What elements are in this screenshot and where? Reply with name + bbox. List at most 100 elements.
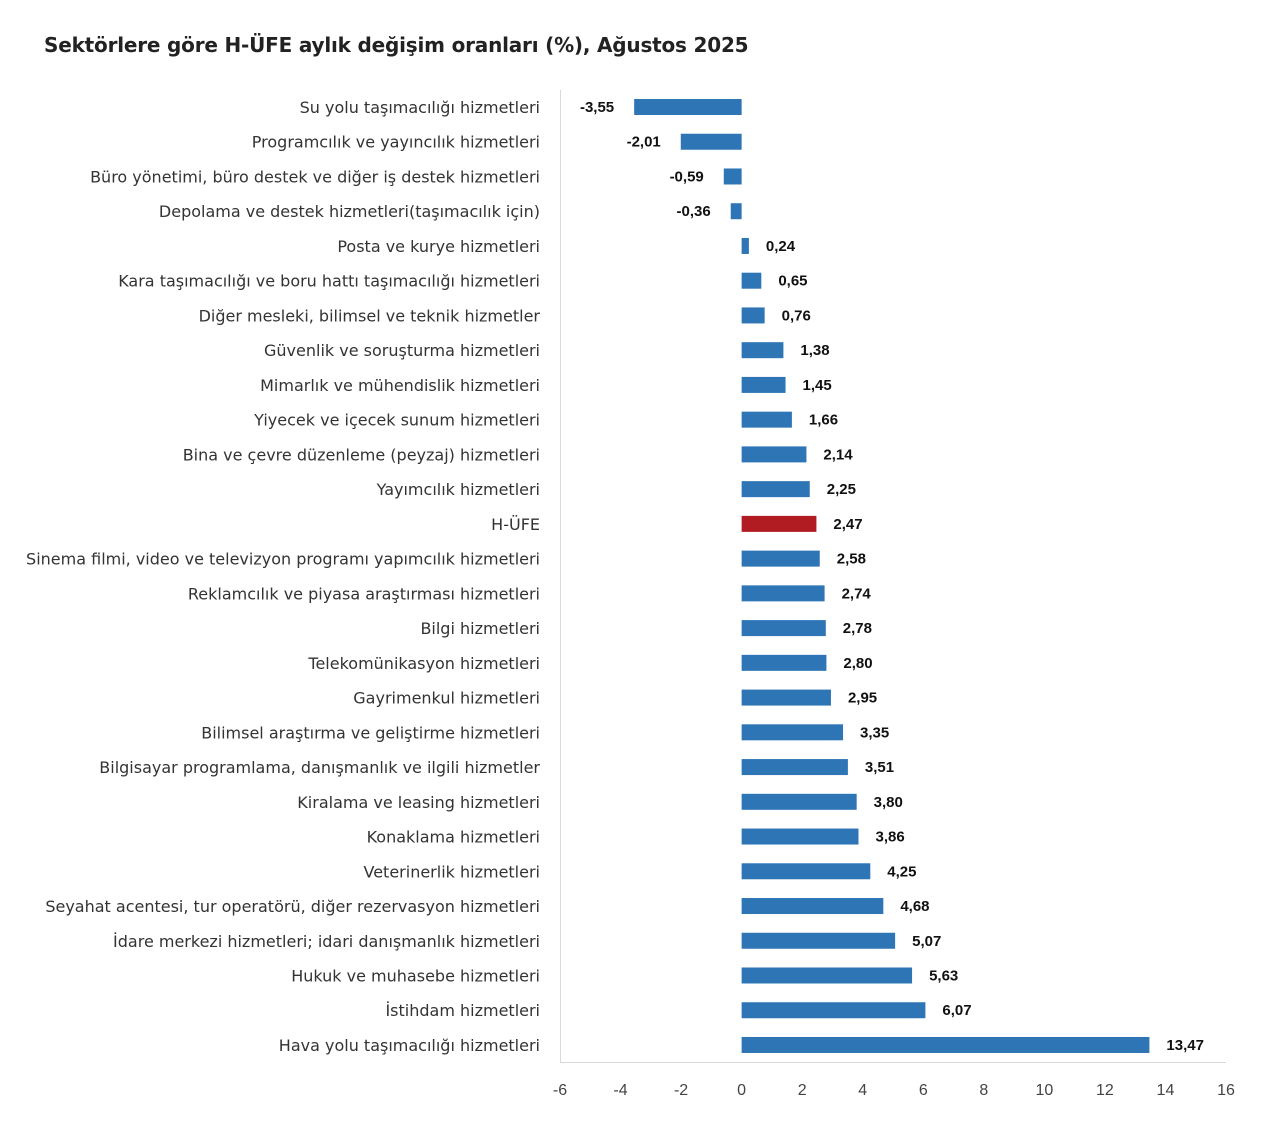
data-label: 6,07 [942,1002,971,1019]
bar [741,446,807,463]
category-label: Diğer mesleki, bilimsel ve teknik hizmet… [199,306,541,325]
data-label: 2,25 [827,481,856,498]
category-label: Yayımcılık hizmetleri [376,480,540,499]
data-label: 2,14 [823,446,853,463]
data-label: 3,86 [875,829,904,846]
category-label: İstihdam hizmetleri [385,1001,540,1020]
bar-highlight [741,515,817,532]
data-label: 2,95 [848,690,877,707]
bars [634,99,1150,1053]
bar [741,1002,926,1019]
data-label: -0,59 [670,168,704,185]
data-label: 0,76 [782,307,811,324]
category-label: Programcılık ve yayıncılık hizmetleri [252,133,540,152]
x-tick-label: 14 [1157,1082,1175,1099]
data-label: 3,35 [860,724,889,741]
bar [741,585,825,602]
category-label: Reklamcılık ve piyasa araştırması hizmet… [188,584,540,603]
bar [741,1036,1150,1053]
bar [741,724,844,741]
category-label: Mimarlık ve mühendislik hizmetleri [260,376,540,395]
bar [730,203,742,220]
data-label: 0,65 [778,273,807,290]
bar [741,654,827,671]
chart-title: Sektörlere göre H-ÜFE aylık değişim oran… [44,33,749,57]
x-tick-label: -2 [674,1082,688,1099]
bar [741,620,826,637]
x-tick-label: 4 [858,1082,867,1099]
data-label: 2,80 [843,655,872,672]
data-label: 13,47 [1166,1037,1204,1054]
bar [741,237,749,254]
category-label: Hava yolu taşımacılığı hizmetleri [279,1036,540,1055]
category-label: Büro yönetimi, büro destek ve diğer iş d… [90,167,540,186]
data-label: 3,51 [865,759,894,776]
bar [741,898,884,915]
data-label: 0,24 [766,238,796,255]
bar [741,272,762,289]
data-label: 1,38 [800,342,829,359]
bar [741,342,784,359]
category-label: H-ÜFE [491,515,540,534]
category-label: Güvenlik ve soruşturma hizmetleri [264,341,540,360]
data-label: -2,01 [627,134,661,151]
bar [741,759,848,776]
category-label: Su yolu taşımacılığı hizmetleri [300,98,540,117]
x-tick-label: -4 [613,1082,627,1099]
category-label: Depolama ve destek hizmetleri(taşımacılı… [159,202,540,221]
x-tick-label: 6 [919,1082,928,1099]
bar [741,481,810,498]
bar [680,133,742,150]
category-label: İdare merkezi hizmetleri; idari danışman… [113,932,540,951]
category-label: Kiralama ve leasing hizmetleri [297,793,540,812]
category-label: Seyahat acentesi, tur operatörü, diğer r… [45,897,540,916]
data-label: 2,78 [843,620,872,637]
data-label: 5,07 [912,933,941,950]
category-label: Bilgi hizmetleri [420,619,540,638]
data-label: 5,63 [929,968,958,985]
data-label: 3,80 [874,794,903,811]
category-label: Hukuk ve muhasebe hizmetleri [291,967,540,986]
bar [741,793,857,810]
category-label: Veterinerlik hizmetleri [364,862,541,881]
data-label: -0,36 [677,203,711,220]
data-label: 1,66 [809,412,838,429]
category-label: Bilimsel araştırma ve geliştirme hizmetl… [201,723,540,742]
data-label: 2,74 [842,585,872,602]
category-label: Posta ve kurye hizmetleri [337,237,540,256]
bar [741,932,896,949]
bar [741,689,831,706]
data-label: 2,58 [837,551,866,568]
category-label: Kara taşımacılığı ve boru hattı taşımacı… [118,272,540,291]
category-label: Yiyecek ve içecek sunum hizmetleri [253,411,540,430]
category-label: Telekomünikasyon hizmetleri [307,654,540,673]
bar [634,99,742,115]
category-label: Sinema filmi, video ve televizyon progra… [26,550,540,569]
bar [741,307,765,324]
bar [741,967,913,984]
value-labels: -3,55 -2,01 -0,59 -0,36 0,24 0,65 0,76 1,38 1,45… [580,99,1204,1054]
bar [741,863,871,880]
category-label: Konaklama hizmetleri [367,828,540,847]
x-tick-label: 0 [737,1082,746,1099]
x-tick-label: 8 [979,1082,988,1099]
x-tick-label: 10 [1035,1082,1053,1099]
data-label: 4,68 [900,898,929,915]
category-label: Bilgisayar programlama, danışmanlık ve i… [99,758,540,777]
bar [741,550,820,567]
x-tick-label: 12 [1096,1082,1114,1099]
data-label: 2,47 [833,516,862,533]
x-tick-label: 16 [1217,1082,1235,1099]
x-tick-label: -6 [553,1082,567,1099]
data-label: 1,45 [803,377,832,394]
x-axis-ticks: -6 -4 -2 0 2 4 6 8 10 12 14 16 [553,1082,1235,1099]
bar [723,168,742,185]
bar [741,376,786,393]
category-label: Bina ve çevre düzenleme (peyzaj) hizmetl… [183,445,540,464]
bar [741,828,859,845]
category-label: Gayrimenkul hizmetleri [353,689,540,708]
bar [741,411,792,428]
x-tick-label: 2 [798,1082,807,1099]
data-label: 4,25 [887,863,916,880]
